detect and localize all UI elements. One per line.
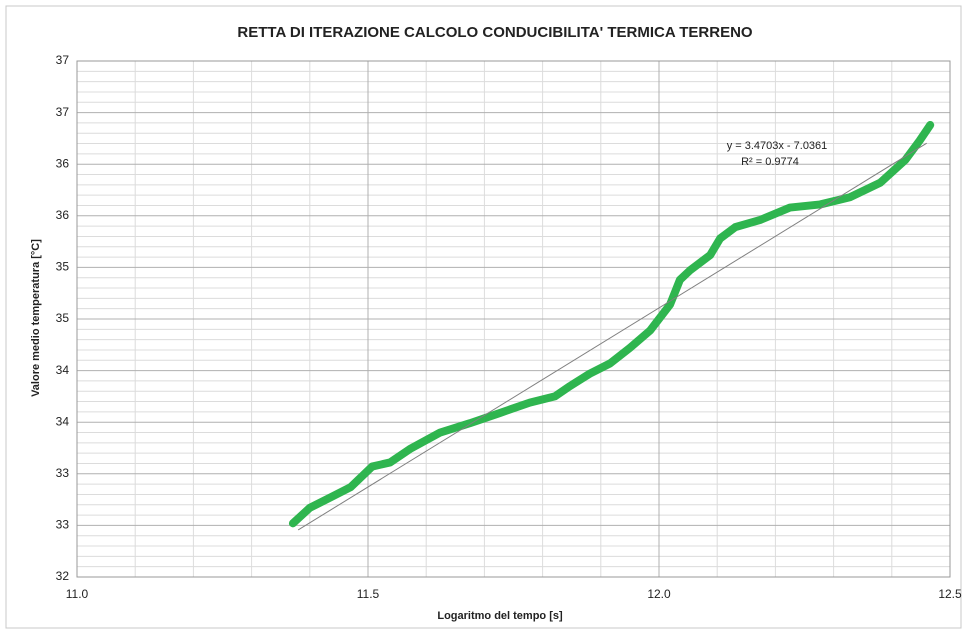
y-tick-label: 36	[56, 156, 70, 170]
y-tick-label: 32	[56, 569, 70, 583]
trendline-equation: y = 3.4703x - 7.0361	[727, 140, 828, 152]
y-tick-label: 33	[56, 466, 70, 480]
y-tick-label: 35	[56, 311, 70, 325]
y-tick-label: 37	[56, 105, 70, 119]
chart-title: RETTA DI ITERAZIONE CALCOLO CONDUCIBILIT…	[237, 24, 753, 41]
x-tick-label: 12.5	[938, 587, 962, 601]
chart-frame	[5, 5, 962, 629]
y-tick-label: 37	[56, 53, 70, 67]
trendline-r2: R² = 0.9774	[741, 156, 799, 168]
trendline	[297, 142, 927, 531]
x-tick-label: 12.0	[647, 587, 671, 601]
plot-border	[76, 60, 951, 578]
y-tick-label: 36	[56, 208, 70, 222]
x-axis-label: Logaritmo del tempo [s]	[437, 610, 563, 622]
y-tick-label: 34	[56, 363, 70, 377]
y-tick-label: 35	[56, 260, 70, 274]
x-tick-label: 11.0	[66, 587, 89, 601]
y-tick-label: 33	[56, 518, 70, 532]
y-axis-label: Valore medio temperatura [°C]	[30, 239, 42, 397]
y-tick-label: 34	[56, 414, 70, 428]
data-line	[288, 120, 935, 528]
x-tick-label: 11.5	[357, 587, 380, 601]
